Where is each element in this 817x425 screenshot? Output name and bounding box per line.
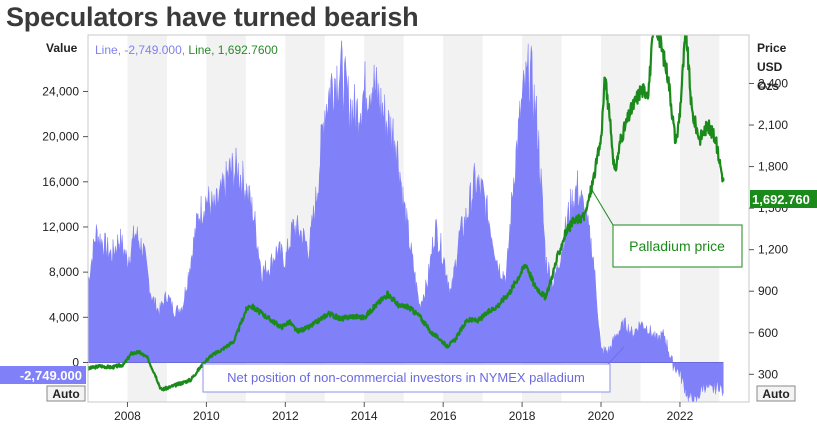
net-position-badge-bg: [0, 366, 86, 384]
legend-item-2-value: 1,692.7600: [218, 43, 278, 57]
right-axis-title-line2: USD: [757, 60, 783, 74]
right-auto-label: Auto: [762, 387, 789, 401]
net-callout-leader: [607, 346, 625, 365]
y-right-tick-label: 1,800: [758, 160, 788, 174]
x-tick-label: 2020: [588, 409, 615, 423]
y-left-tick-label: 12,000: [42, 220, 79, 234]
price-callout-label: Palladium price: [629, 238, 725, 254]
price-callout-box: [612, 224, 743, 268]
right-axis-title-line1: Price: [757, 41, 787, 55]
net-callout-box: [202, 363, 611, 393]
y-right-tick-label: 900: [758, 284, 778, 298]
x-tick-label: 2016: [430, 409, 457, 423]
left-axis-title: Value: [46, 41, 78, 55]
y-right-tick-label: 1,200: [758, 243, 788, 257]
y-left-tick-label: 24,000: [42, 84, 79, 98]
y-left-tick-label: 0: [72, 355, 79, 369]
chart-title: Speculators have turned bearish: [6, 2, 419, 32]
x-tick-label: 2010: [193, 409, 220, 423]
y-right-tick-label: 2,100: [758, 118, 788, 132]
x-tick-label: 2018: [509, 409, 536, 423]
x-tick-label: 2008: [114, 409, 141, 423]
y-left-tick-label: 16,000: [42, 175, 79, 189]
legend-item-1-prefix: Line,: [95, 43, 124, 57]
y-left-tick-label: 8,000: [49, 265, 79, 279]
left-auto-box[interactable]: [46, 385, 86, 402]
left-auto-label: Auto: [52, 387, 79, 401]
y-left-tick-label: 4,000: [49, 310, 79, 324]
year-band: [679, 35, 720, 402]
net-callout-label: Net position of non-commercial investors…: [227, 370, 585, 385]
right-auto-box[interactable]: [756, 385, 796, 402]
y-right-tick-label: 2,400: [758, 76, 788, 90]
y-axis-left: 0 4,000 8,000 12,000 16,000 20,000 24,000: [42, 84, 88, 369]
y-right-tick-label: 600: [758, 326, 778, 340]
palladium-price-line: [88, 35, 725, 392]
x-tick-label: 2012: [272, 409, 299, 423]
price-badge-bg: [750, 190, 817, 208]
net-position-badge: -2,749.000: [20, 368, 82, 383]
legend-item-1-value: -2,749.000,: [124, 43, 185, 57]
legend-item-2-prefix: Line,: [188, 43, 217, 57]
x-tick-label: 2014: [351, 409, 378, 423]
plot-frame: [87, 34, 750, 403]
x-tick-label: 2022: [667, 409, 694, 423]
right-axis-title-line3: Ozs: [757, 79, 779, 93]
legend: Line, -2,749.000, Line, 1,692.7600: [95, 43, 278, 57]
price-callout-leader: [591, 189, 614, 226]
y-left-tick-label: 20,000: [42, 130, 79, 144]
y-right-tick-label: 300: [758, 367, 778, 381]
price-badge: 1,692.760: [752, 192, 810, 207]
x-axis: 2008 2010 2012 2014 2016 2018 2020 2022: [114, 402, 694, 423]
